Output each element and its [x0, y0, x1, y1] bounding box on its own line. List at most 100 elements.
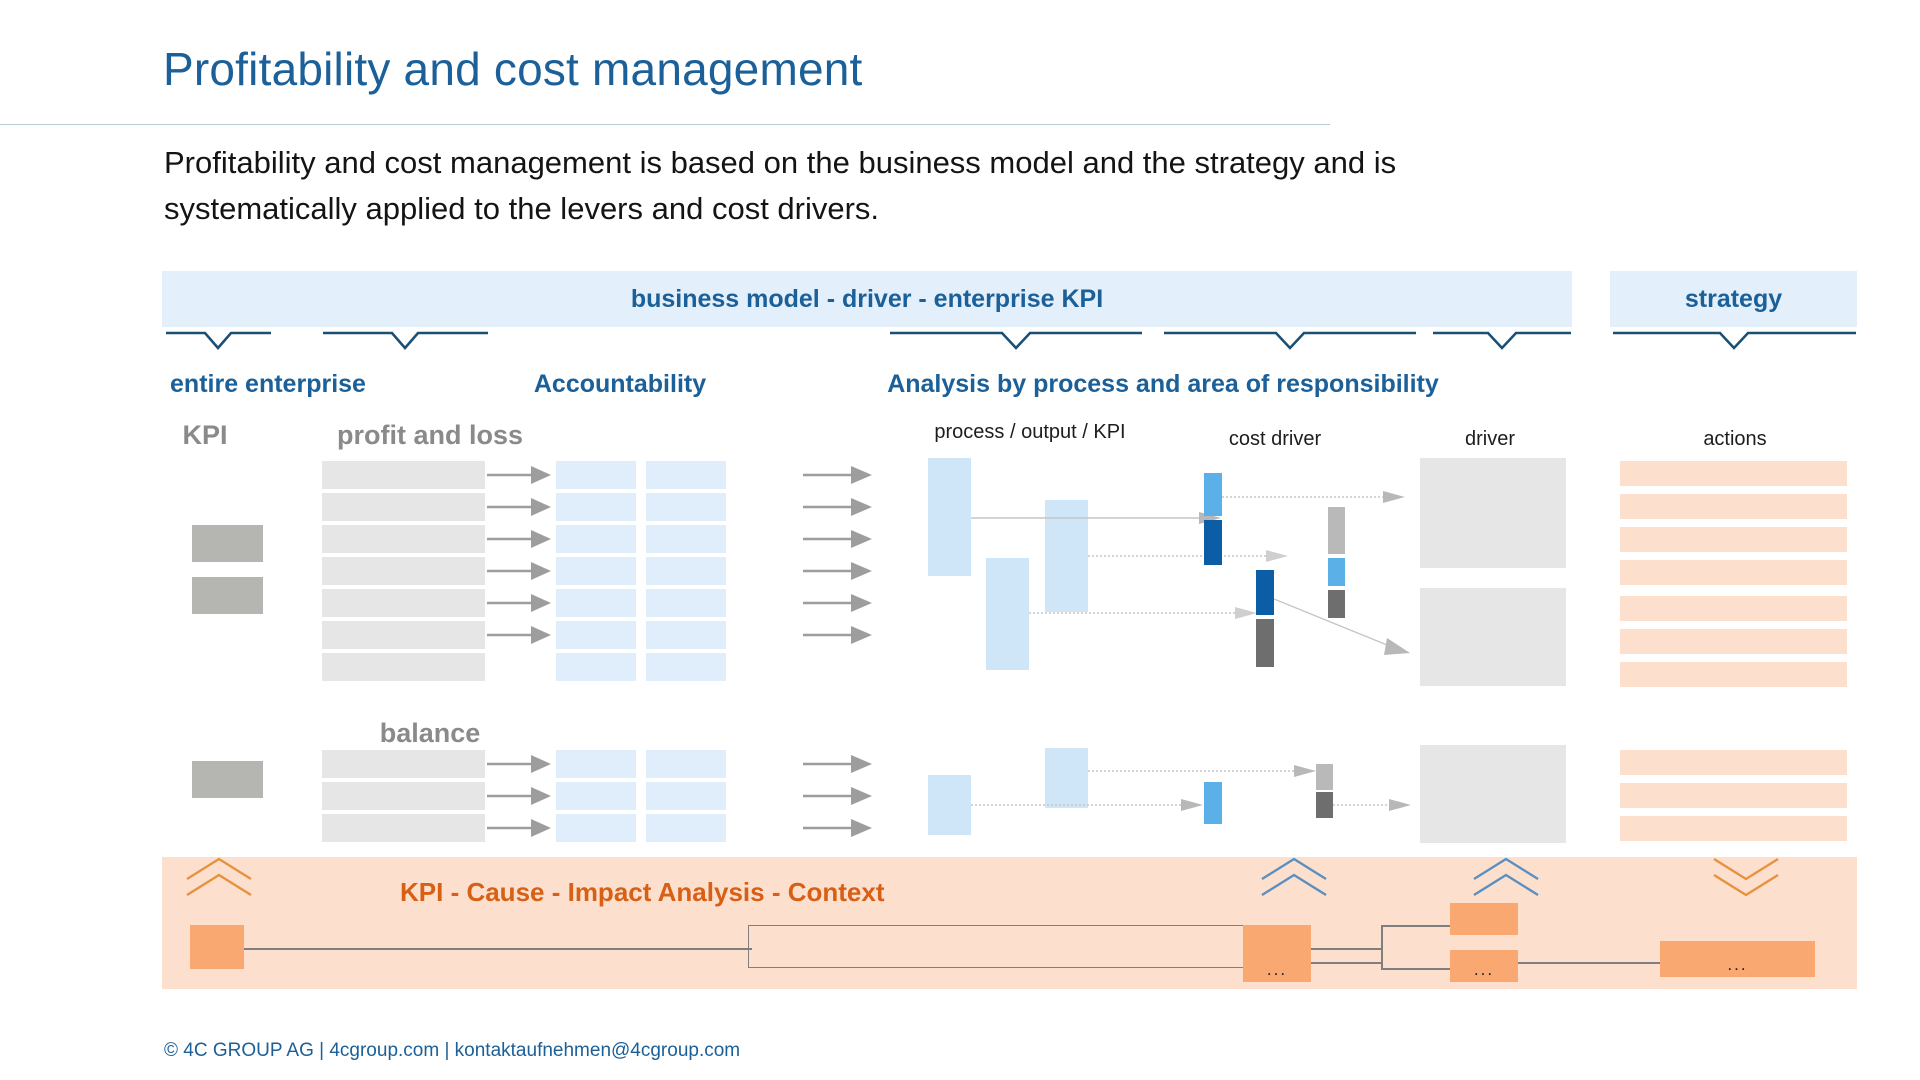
arrow-right-icon: [487, 785, 552, 807]
band-connector: [1381, 925, 1383, 970]
title-divider: [0, 124, 1330, 125]
banner-strategy: strategy: [1610, 271, 1857, 327]
arrow-right-icon: [803, 528, 873, 550]
action-row: [1620, 494, 1847, 519]
column-label-cost-driver: cost driver: [1228, 428, 1322, 450]
band-connector: [242, 948, 752, 950]
column-label-profit-and-loss: profit and loss: [336, 420, 523, 450]
process-bar: [986, 558, 1029, 670]
pnl-row: [322, 493, 485, 521]
band-connector: [1253, 962, 1383, 964]
kpi-block: [192, 761, 263, 798]
connector-line: [971, 512, 1231, 524]
action-row: [1620, 527, 1847, 552]
driver-box: [1420, 745, 1566, 843]
connector-line: [1222, 491, 1417, 503]
footer-credit: © 4C GROUP AG | 4cgroup.com | kontaktauf…: [164, 1040, 741, 1061]
accountability-cell: [556, 461, 636, 489]
pnl-row: [322, 461, 485, 489]
arrow-right-icon: [487, 560, 552, 582]
chevron-down-orange-icon: [1710, 857, 1782, 897]
accountability-cell: [556, 557, 636, 585]
brace-down-icon: [1432, 330, 1572, 356]
band-bracket: [748, 925, 1256, 968]
driver-bar: [1328, 558, 1345, 586]
accountability-cell: [556, 750, 636, 778]
cost-driver-bar: [1204, 520, 1222, 565]
column-label-driver: driver: [1464, 428, 1515, 450]
chevron-up-orange-icon: [183, 857, 255, 897]
driver-bar: [1316, 792, 1333, 818]
balance-row: [322, 782, 485, 810]
accountability-cell: [556, 814, 636, 842]
accountability-cell: [556, 653, 636, 681]
pnl-row: [322, 653, 485, 681]
accountability-cell: [646, 621, 726, 649]
arrow-right-icon: [803, 753, 873, 775]
band-node[interactable]: ...: [1450, 950, 1518, 982]
arrow-right-icon: [803, 464, 873, 486]
process-bar: [928, 458, 971, 576]
cost-driver-bar: [1256, 619, 1274, 667]
action-row: [1620, 783, 1847, 808]
brace-down-icon: [1163, 330, 1417, 356]
brace-down-icon: [322, 330, 489, 356]
group-heading-entire-enterprise: entire enterprise: [170, 370, 366, 398]
accountability-cell: [556, 525, 636, 553]
accountability-cell: [646, 461, 726, 489]
arrow-right-icon: [803, 624, 873, 646]
balance-row: [322, 750, 485, 778]
band-title: KPI - Cause - Impact Analysis - Context: [400, 877, 885, 907]
accountability-cell: [556, 782, 636, 810]
arrow-right-icon: [803, 496, 873, 518]
group-heading-accountability: Accountability: [533, 370, 707, 398]
process-bar: [928, 775, 971, 835]
cost-driver-bar: [1256, 570, 1274, 615]
band-node[interactable]: ...: [1660, 941, 1815, 977]
action-row: [1620, 816, 1847, 841]
action-row: [1620, 629, 1847, 654]
brace-down-icon: [165, 330, 272, 356]
column-label-balance: balance: [379, 718, 481, 748]
band-node[interactable]: ...: [1243, 950, 1311, 982]
arrow-right-icon: [487, 817, 552, 839]
accountability-cell: [646, 782, 726, 810]
process-bar: [1045, 748, 1088, 808]
kpi-block: [192, 577, 263, 614]
driver-bar: [1316, 764, 1333, 790]
accountability-cell: [646, 750, 726, 778]
brace-down-icon: [1612, 330, 1857, 356]
arrow-right-icon: [803, 817, 873, 839]
band-connector: [1381, 925, 1451, 927]
accountability-cell: [646, 589, 726, 617]
arrow-right-icon: [803, 592, 873, 614]
chevron-up-blue-icon: [1258, 857, 1330, 897]
band-node[interactable]: [190, 925, 244, 969]
connector-line: [1273, 595, 1424, 665]
accountability-cell: [556, 493, 636, 521]
page-title: Profitability and cost management: [163, 43, 863, 95]
band-node[interactable]: [1450, 903, 1518, 935]
kpi-block: [192, 525, 263, 562]
accountability-cell: [646, 525, 726, 553]
accountability-cell: [646, 557, 726, 585]
brace-down-icon: [889, 330, 1143, 356]
arrow-right-icon: [487, 464, 552, 486]
action-row: [1620, 750, 1847, 775]
column-label-process-output-kpi: process / output / KPI: [934, 421, 1126, 443]
accountability-cell: [646, 493, 726, 521]
arrow-right-icon: [803, 785, 873, 807]
driver-bar: [1328, 590, 1345, 618]
driver-bar: [1328, 507, 1345, 554]
connector-line: [971, 799, 1215, 811]
arrow-right-icon: [487, 624, 552, 646]
band-connector: [1253, 948, 1383, 950]
action-row: [1620, 560, 1847, 585]
cost-driver-bar: [1204, 473, 1222, 516]
connector-line: [1088, 550, 1298, 562]
accountability-cell: [646, 814, 726, 842]
driver-box: [1420, 458, 1566, 568]
column-label-actions: actions: [1703, 428, 1767, 450]
connector-line: [1088, 765, 1328, 777]
